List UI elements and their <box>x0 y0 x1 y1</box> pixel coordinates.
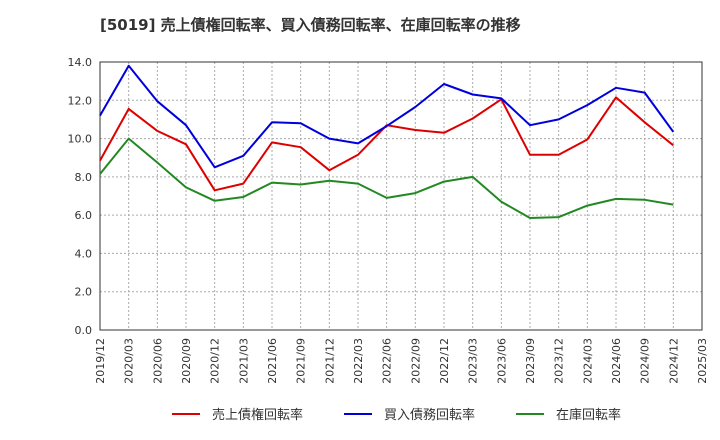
series-line-2 <box>99 64 675 169</box>
y-tick-label: 14.0 <box>68 56 93 69</box>
x-tick-label: 2025/03 <box>696 338 709 384</box>
x-tick-label: 2022/06 <box>381 338 394 384</box>
legend-label-3: 在庫回転率 <box>556 407 621 423</box>
y-tick-label: 0.0 <box>75 324 93 337</box>
x-tick-label: 2024/09 <box>639 338 652 384</box>
legend-label-1: 売上債権回転率 <box>212 407 303 423</box>
x-tick-label: 2020/06 <box>151 338 164 384</box>
x-tick-label: 2021/06 <box>266 338 279 384</box>
series-line-3 <box>99 137 674 219</box>
plot-frame <box>99 61 703 331</box>
x-tick-label: 2024/06 <box>610 338 623 384</box>
x-tick-label: 2020/12 <box>209 338 222 384</box>
x-tick-label: 2023/03 <box>467 338 480 384</box>
x-tick-label: 2022/09 <box>409 338 422 384</box>
x-tick-label: 2020/09 <box>180 338 193 384</box>
x-tick-label: 2024/12 <box>667 338 680 384</box>
chart-title: [5019] 売上債権回転率、買入債務回転率、在庫回転率の推移 <box>100 16 521 34</box>
y-tick-label: 10.0 <box>68 133 93 146</box>
x-tick-label: 2021/03 <box>237 338 250 384</box>
x-tick-label: 2021/09 <box>295 338 308 384</box>
legend-label-2: 買入債務回転率 <box>384 407 475 423</box>
y-tick-label: 12.0 <box>68 94 93 107</box>
x-tick-label: 2023/06 <box>495 338 508 384</box>
x-tick-label: 2019/12 <box>94 338 107 384</box>
x-tick-label: 2022/12 <box>438 338 451 384</box>
y-tick-label: 2.0 <box>75 286 93 299</box>
x-tick-label: 2022/03 <box>352 338 365 384</box>
x-tick-label: 2024/03 <box>581 338 594 384</box>
y-tick-label: 8.0 <box>75 171 93 184</box>
x-tick-label: 2023/09 <box>524 338 537 384</box>
x-tick-label: 2023/12 <box>553 338 566 384</box>
x-tick-label: 2021/12 <box>323 338 336 384</box>
y-tick-label: 4.0 <box>75 247 93 260</box>
y-tick-label: 6.0 <box>75 209 93 222</box>
x-tick-label: 2020/03 <box>123 338 136 384</box>
